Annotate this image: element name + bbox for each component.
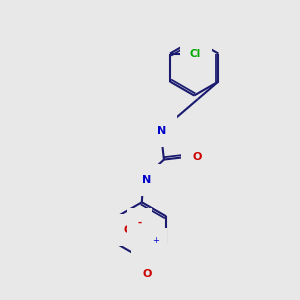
Text: O: O [124, 225, 133, 236]
Text: O: O [142, 269, 152, 279]
Text: Cl: Cl [190, 49, 201, 58]
Text: H: H [147, 126, 155, 136]
Text: H: H [131, 175, 139, 185]
Text: N: N [142, 242, 152, 252]
Text: Cl: Cl [138, 277, 149, 287]
Text: -: - [137, 218, 141, 228]
Text: +: + [152, 236, 159, 245]
Text: N: N [142, 175, 151, 185]
Text: N: N [157, 126, 166, 136]
Text: O: O [193, 152, 202, 162]
